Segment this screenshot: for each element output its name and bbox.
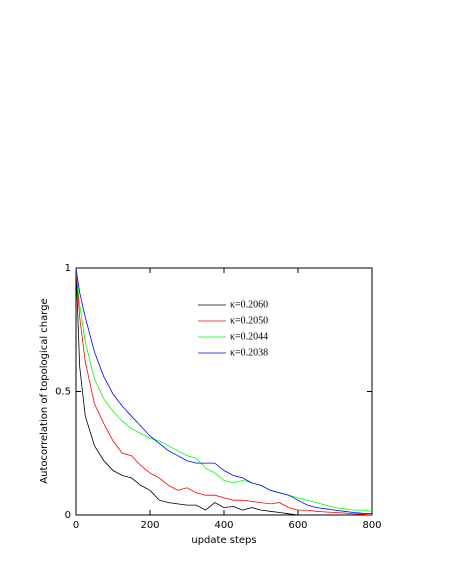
x-tick-label: 800 [362, 520, 381, 531]
y-tick-label: 0.5 [55, 387, 71, 398]
series-line [75, 267, 299, 516]
legend-label: κ=0.2038 [230, 347, 268, 358]
y-tick-label: 0 [65, 510, 71, 521]
x-tick-label: 0 [73, 520, 79, 531]
y-axis-label: Autocorrelation of topological charge [39, 298, 50, 483]
series-line [75, 267, 373, 516]
x-tick-label: 200 [140, 520, 159, 531]
legend-label: κ=0.2060 [230, 299, 268, 310]
series-line [75, 267, 373, 512]
y-tick-label: 1 [65, 263, 71, 274]
legend-label: κ=0.2044 [230, 331, 268, 342]
x-tick-label: 600 [288, 520, 307, 531]
x-axis-label: update steps [191, 535, 256, 546]
x-tick-label: 400 [214, 520, 233, 531]
legend-label: κ=0.2050 [230, 315, 268, 326]
series-line [75, 267, 373, 515]
